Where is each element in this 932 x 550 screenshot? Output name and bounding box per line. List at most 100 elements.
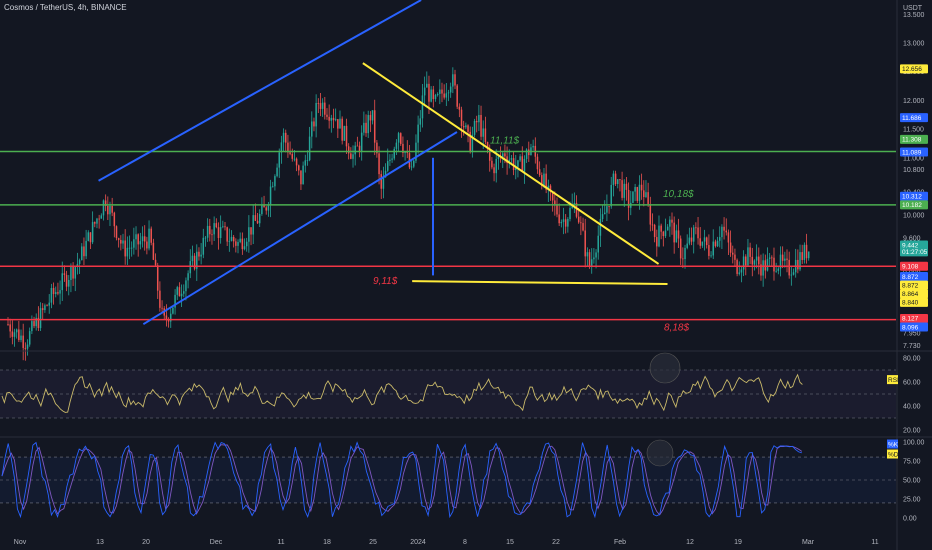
candle-body — [645, 192, 647, 197]
candle-body — [185, 280, 187, 292]
price-badge — [900, 134, 928, 144]
candle-body — [599, 219, 602, 236]
candle-body — [141, 236, 144, 242]
candle-body — [228, 240, 231, 242]
candle-body — [753, 260, 756, 265]
price-badge — [900, 297, 928, 307]
candle-body — [11, 331, 14, 337]
price-badge-label: 9.108 — [902, 264, 919, 271]
price-badge-label: 12.656 — [902, 66, 922, 73]
candle-body — [274, 176, 276, 187]
candle-body — [732, 252, 734, 255]
candle-body — [293, 158, 296, 160]
candle-body — [7, 324, 9, 325]
candle-body — [369, 115, 372, 121]
candle-body — [621, 180, 623, 198]
candle-body — [74, 267, 77, 279]
candle-body — [39, 308, 42, 329]
candle-body — [797, 259, 799, 270]
candle-body — [61, 273, 64, 291]
candle-body — [154, 259, 157, 266]
candle-body — [558, 214, 560, 224]
price-badge — [900, 272, 928, 282]
candle-body — [762, 260, 764, 276]
price-pane[interactable] — [7, 67, 810, 361]
candle-body — [747, 247, 749, 266]
time-tick-label: 15 — [506, 539, 514, 546]
price-tick-label: 9.600 — [903, 236, 921, 243]
candle-body — [541, 175, 543, 187]
candle-body — [52, 288, 55, 295]
candle-body — [428, 83, 430, 102]
candle-body — [410, 166, 413, 168]
candle-body — [710, 255, 712, 257]
candle-body — [777, 268, 780, 271]
candle-body — [321, 102, 324, 109]
candle-body — [586, 252, 589, 257]
candle-body — [330, 117, 333, 121]
candle-body — [239, 238, 241, 243]
candle-body — [376, 142, 378, 154]
candle-body — [745, 256, 747, 266]
stoch-tick-label: 100.00 — [903, 439, 925, 446]
candle-body — [54, 292, 57, 295]
candle-body — [523, 158, 526, 172]
candle-body — [473, 120, 476, 135]
rsi-pane[interactable] — [0, 352, 896, 419]
candle-body — [397, 133, 400, 143]
candle-body — [35, 317, 37, 327]
candle-body — [63, 273, 66, 275]
candle-body — [373, 110, 376, 143]
candle-body — [356, 145, 359, 147]
candle-body — [682, 258, 684, 260]
price-badge-label: 11.308 — [902, 137, 922, 144]
candle-body — [666, 226, 669, 231]
candle-body — [143, 236, 146, 242]
candle-body — [636, 187, 639, 201]
candle-body — [243, 246, 246, 250]
candle-body — [697, 227, 699, 239]
candle-body — [475, 120, 478, 123]
price-badge — [900, 64, 928, 74]
candle-body — [337, 119, 339, 129]
candle-body — [130, 247, 133, 249]
candle-body — [245, 241, 248, 247]
candle-body — [512, 158, 515, 170]
candle-body — [89, 232, 92, 243]
candle-body — [471, 134, 474, 153]
candle-body — [98, 218, 100, 220]
time-tick-label: 25 — [369, 539, 377, 546]
price-badge-label: 8.872 — [902, 274, 919, 281]
candle-body — [725, 230, 728, 233]
candle-body — [350, 153, 352, 159]
candle-body — [402, 143, 404, 154]
candle-body — [792, 272, 795, 275]
candle-body — [165, 315, 168, 320]
candle-body — [87, 232, 90, 241]
candle-body — [554, 200, 556, 205]
price-badge — [900, 247, 928, 257]
candle-body — [183, 291, 185, 294]
candle-body — [660, 225, 662, 232]
candle-body — [454, 74, 456, 86]
candle-body — [627, 189, 630, 208]
candle-body — [727, 232, 730, 243]
time-tick-label: Mar — [802, 539, 815, 546]
candle-body — [31, 321, 33, 332]
candle-body — [751, 256, 754, 265]
candle-body — [484, 128, 487, 142]
stoch-pane[interactable] — [0, 439, 896, 519]
price-badge-label: 11.686 — [902, 115, 922, 122]
candle-body — [341, 118, 343, 141]
candle-body — [191, 255, 194, 262]
candle-body — [708, 245, 710, 256]
time-tick-label: 11 — [871, 539, 878, 546]
candle-body — [803, 244, 806, 260]
level-label: 9,11$ — [373, 276, 398, 287]
candle-body — [224, 226, 226, 228]
candle-body — [33, 321, 35, 327]
candle-body — [603, 212, 606, 215]
rsi-highlight-circle — [649, 352, 681, 384]
